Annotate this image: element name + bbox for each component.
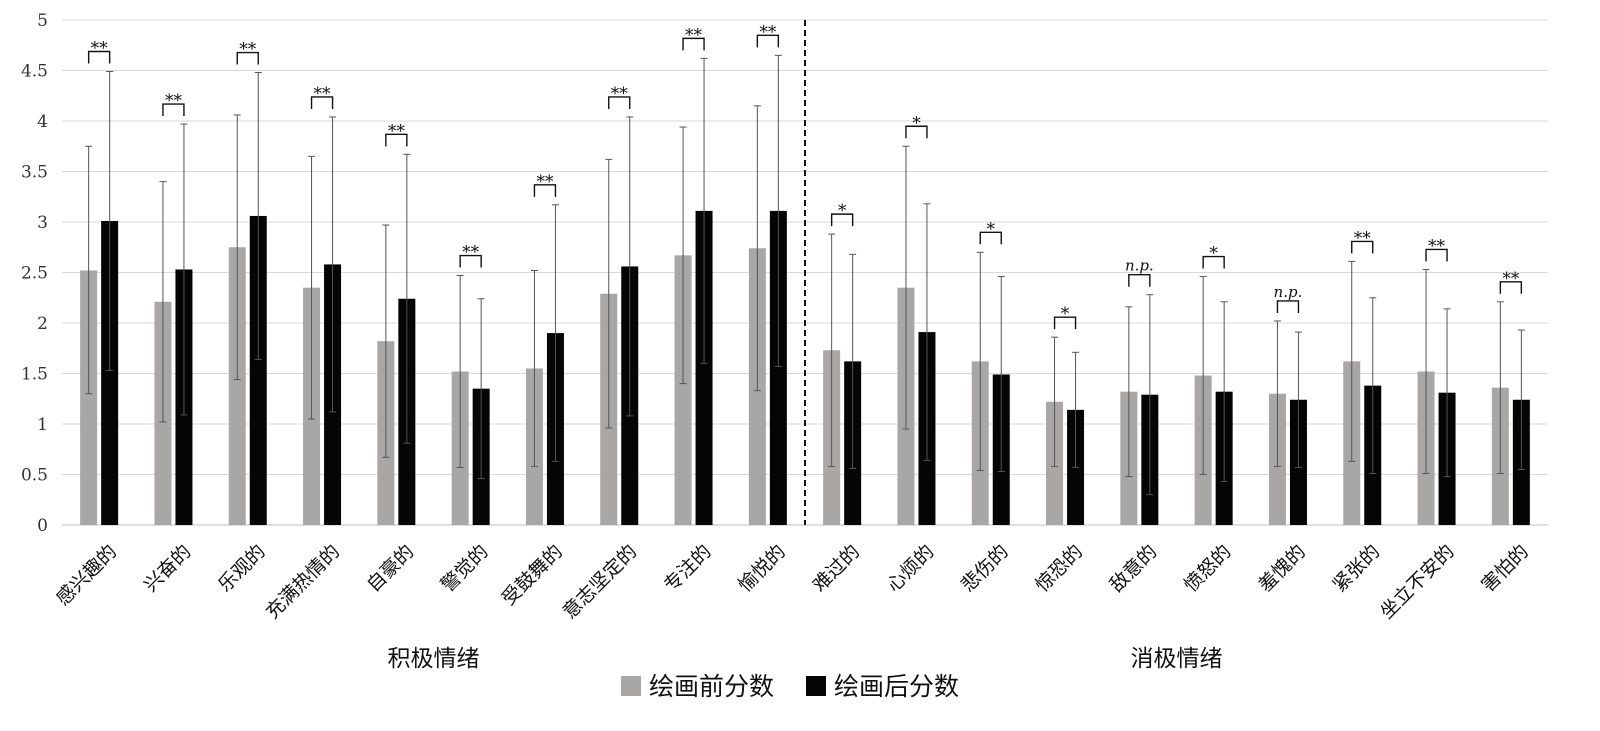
significance-bracket [1053,316,1077,330]
significance-bracket [1425,248,1448,262]
significance-label: n.p. [1125,257,1154,275]
significance-label: ** [462,243,480,263]
significance-label: ** [314,84,332,104]
category-label: 难过的 [808,541,864,597]
category-label: 羞愧的 [1254,541,1310,597]
significance-label: ** [1354,228,1372,248]
significance-label: * [1209,244,1218,264]
y-tick-label: 0 [37,516,48,536]
significance-bracket [236,51,259,65]
category-label: 愉悦的 [734,541,790,597]
category-label: 专注的 [660,541,716,597]
significance-bracket [385,133,408,147]
category-label: 兴奋的 [140,541,196,597]
y-tick-label: 4 [37,112,48,132]
category-label: 敌意的 [1106,541,1162,597]
significance-label: * [912,113,921,133]
significance-bracket [310,96,334,109]
category-label: 警觉的 [437,541,493,597]
bar-after [769,210,787,525]
y-tick-label: 3 [37,213,48,233]
y-tick-label: 5 [37,11,48,31]
significance-bracket [756,34,780,48]
category-label: 愤怒的 [1180,541,1236,597]
group-label: 消极情绪 [1131,646,1223,672]
y-tick-label: 4.5 [21,62,48,82]
category-label: 坐立不安的 [1376,541,1459,624]
significance-label: ** [759,22,777,42]
category-label: 紧张的 [1329,541,1385,597]
significance-label: ** [685,25,703,45]
category-label: 害怕的 [1477,541,1533,597]
significance-label: ** [536,172,554,192]
significance-bracket [608,96,631,109]
bar-before [228,247,246,525]
significance-label: ** [1428,236,1446,256]
category-label: 感兴趣的 [52,541,121,610]
y-axis-ticks: 0 0.5 1 1.5 2 2.5 3 3.5 4 4.5 5 [21,11,48,536]
bar-before [80,270,98,525]
significance-bracket [533,184,557,197]
significance-label: ** [91,39,109,59]
significance-label: ** [1502,269,1520,289]
group-labels: 积极情绪 消极情绪 [388,646,1223,672]
legend-swatch [806,676,826,696]
y-tick-label: 1 [37,415,48,435]
significance-label: n.p. [1274,283,1303,301]
bar-after [101,220,119,526]
significance-bracket [905,125,928,139]
y-tick-label: 3.5 [21,163,48,183]
category-label: 意志坚定的 [559,541,642,624]
bar-after [249,215,267,525]
significance-bracket [979,231,1002,245]
significance-bracket [1128,274,1151,287]
significance-label: ** [165,91,183,111]
category-label: 乐观的 [214,541,270,597]
category-label: 惊恐的 [1031,541,1087,597]
category-labels: 感兴趣的 兴奋的 乐观的充满热情的 自豪的 警觉的 受鼓舞的意志坚定的 专注的 愉悦的 难过的心… [52,541,1533,624]
error-bars [85,54,1525,496]
significance-label: ** [239,40,257,60]
bars [80,210,1530,526]
significance-label: * [987,219,996,239]
significance-markers: ****************** ******n.p.*n.p.** **** [87,20,1523,525]
category-label: 悲伤的 [957,541,1013,597]
significance-label: * [838,201,847,221]
significance-bracket [1499,281,1523,294]
category-label: 充满热情的 [261,541,344,624]
category-label: 心烦的 [883,541,939,597]
significance-bracket [830,213,854,227]
legend: 绘画前分数 绘画后分数 [621,672,959,701]
significance-label: ** [611,84,629,104]
group-label: 积极情绪 [388,646,480,672]
y-tick-label: 1.5 [21,365,48,385]
significance-bracket [1276,300,1300,313]
category-label: 自豪的 [363,541,419,597]
significance-bracket [1202,255,1225,269]
bar-after [695,210,713,525]
bar-before [674,255,692,525]
significance-bracket [162,103,185,117]
legend-label: 绘画后分数 [834,672,959,701]
significance-bracket [1351,240,1374,254]
y-tick-label: 0.5 [21,466,48,486]
significance-label: * [1061,304,1070,324]
y-tick-label: 2 [37,314,48,334]
category-label: 受鼓舞的 [498,541,567,610]
significance-label: ** [388,121,406,141]
legend-swatch [621,676,641,696]
legend-label: 绘画前分数 [649,672,774,701]
y-tick-label: 2.5 [21,264,48,284]
significance-bracket [87,50,111,64]
significance-bracket [459,254,482,268]
significance-bracket [682,37,705,51]
